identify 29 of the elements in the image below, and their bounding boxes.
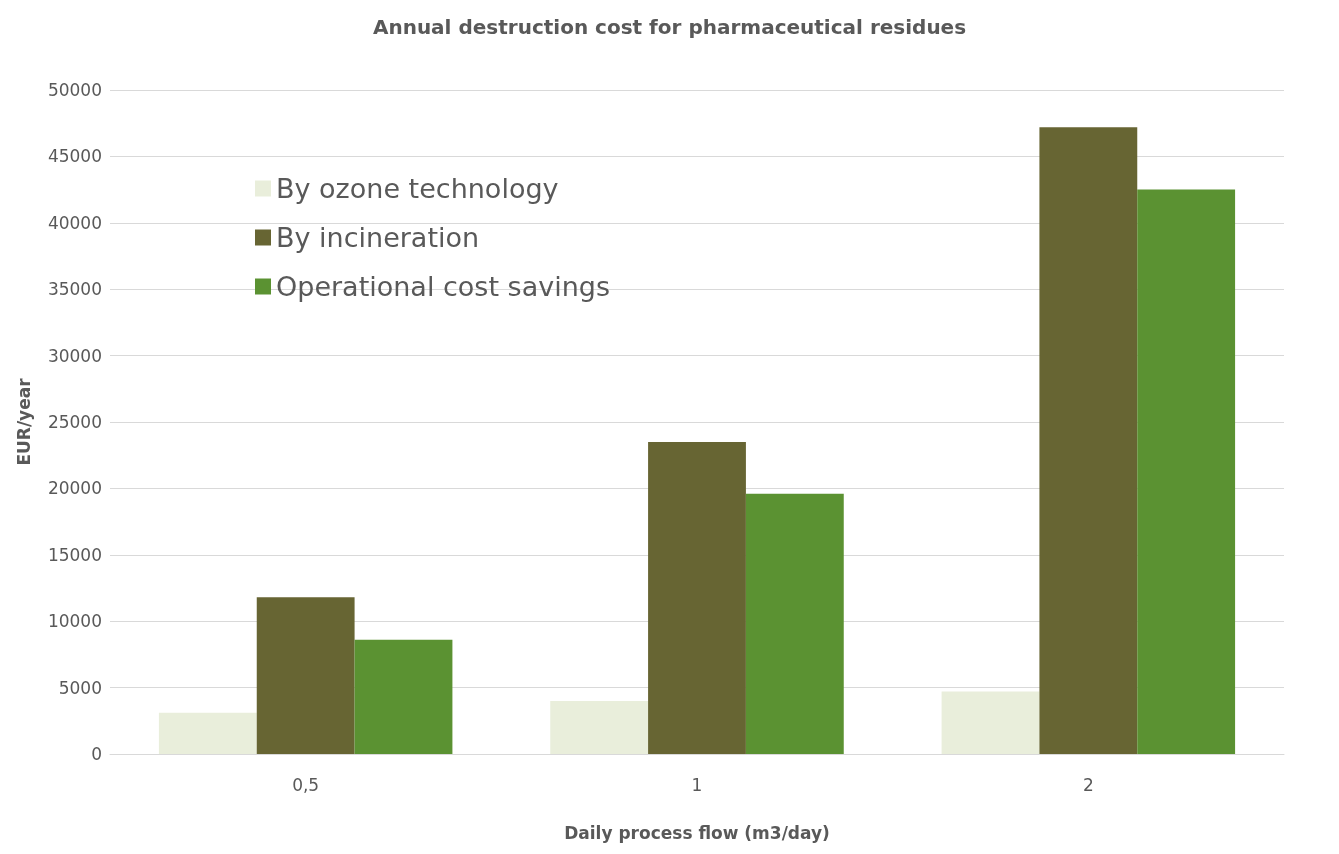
chart-title: Annual destruction cost for pharmaceutical residues <box>372 15 967 39</box>
y-tick-label: 40000 <box>47 212 102 233</box>
y-tick-label: 35000 <box>47 279 102 300</box>
y-tick-label: 0 <box>91 744 102 764</box>
y-tick-label: 25000 <box>47 412 102 432</box>
bar <box>648 441 746 754</box>
bar <box>745 493 844 754</box>
y-tick-label: 5000 <box>58 677 102 698</box>
bar <box>941 691 1040 754</box>
bar <box>354 639 453 754</box>
y-tick-label: 50000 <box>47 80 102 100</box>
y-tick-label: 15000 <box>47 544 102 565</box>
x-tick-label: 1 <box>691 774 703 795</box>
y-tick-label: 30000 <box>47 345 102 366</box>
y-axis-title: EUR/year <box>13 377 34 466</box>
legend-label: By incineration <box>276 222 480 253</box>
bar <box>158 712 257 754</box>
y-tick-label: 45000 <box>47 146 102 167</box>
y-tick-label: 10000 <box>47 611 102 632</box>
legend-label: Operational cost savings <box>276 271 611 302</box>
bar <box>256 597 355 754</box>
x-axis-title: Daily process flow (m3/day) <box>564 822 830 843</box>
x-tick-label: 2 <box>1082 774 1094 795</box>
bar <box>1137 189 1236 754</box>
x-tick-label: 0,5 <box>292 774 320 795</box>
bar <box>550 700 649 754</box>
y-tick-label: 20000 <box>47 478 102 499</box>
bar <box>1039 127 1138 754</box>
legend-label: By ozone technology <box>276 173 559 204</box>
